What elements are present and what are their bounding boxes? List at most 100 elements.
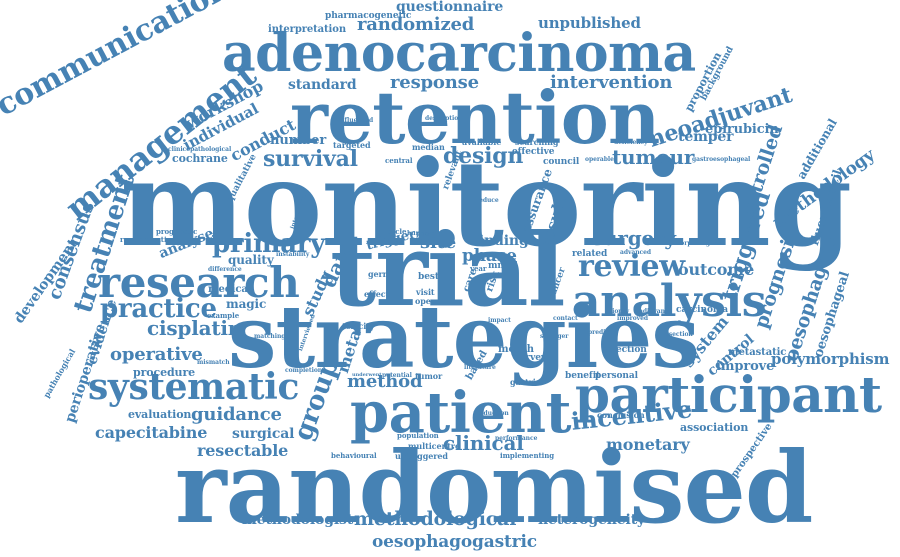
word-personal: personal [595,371,638,381]
word-guidance: guidance [191,404,282,425]
word-cisplatin: cisplatin [147,316,243,340]
word-completion: completion [285,367,323,374]
word-description: description [425,115,463,122]
word-related: related [572,249,608,259]
word-central: central [385,156,413,165]
word-deficiency: deficiency [614,139,648,146]
word-monetary: monetary [606,435,690,454]
word-multicentre: multicentre [408,441,460,451]
word-improved: improved [617,315,649,322]
word-methodologist: methodologist [242,512,354,528]
word-median: median [412,142,445,152]
word-response: response [390,72,479,93]
word-mismatch: mismatch [197,359,230,366]
word-advanced: advanced [620,249,652,256]
word-effect: effect [364,289,390,299]
word-tumour: tumour [612,145,695,169]
word-pharmacogenetic: pharmacogenetic [325,11,412,21]
word-clinicopathological: clinicopathological [168,146,232,153]
word-oesophagogastric: oesophagogastric [372,532,537,552]
word-trial: trial [330,211,566,329]
word-practice: practice [100,294,217,324]
word-adenocarcinoma: adenocarcinoma [222,23,696,84]
word-magic: magic [226,297,267,311]
word-metastatic: metastatic [728,347,787,358]
word-systematic: systematic [88,366,300,408]
word-toxicity: toxicity [342,321,375,331]
word-operable: operable [585,156,614,163]
word-clinical: clinical [443,431,524,455]
word-visit: visit [416,287,435,297]
word-benefit: benefit [565,371,601,381]
word-human: human [407,230,431,237]
word-survival: survival [263,146,358,172]
word-medical: medical [208,284,252,295]
word-reduce: reduce [476,197,499,204]
word-heterogeneity: heterogeneity [538,512,646,528]
word-randomisation: randomisation [120,235,177,244]
word-month: month [498,344,534,355]
word-targeted: targeted [333,140,371,150]
word-intervention: intervention [550,72,673,93]
word-research: research [98,258,300,307]
word-primary: primary [212,229,326,259]
word-interpretation: interpretation [268,24,346,35]
word-patient: patient [350,380,571,446]
word-monitoring: monitoring [120,134,852,273]
word-available: available [462,137,502,147]
word-best: best [418,272,439,282]
word-randomized: randomized [357,14,475,35]
word-conclusion: conclusion [597,410,645,420]
word-tumor: tumor [415,371,443,381]
word-adjuvant: adjuvant [639,308,668,315]
word-behavioural: behavioural [331,451,377,460]
word-gastric: gastric [510,377,541,387]
word-example: example [207,311,240,320]
word-operative: operative [110,344,203,365]
word-review: review [578,249,685,284]
word-implementing: implementing [500,451,555,460]
word-resection: resection [662,331,693,338]
word-population: population [397,431,439,440]
word-finding: finding [473,233,529,249]
word-capecitabine: capecitabine [95,423,208,442]
word-literature: literature [464,364,496,371]
word-influenced: influenced [338,117,374,124]
word-year: year [470,264,487,273]
word-searching: searching [515,137,559,147]
word-cycle: cycle [387,227,407,236]
word-randomised: randomised [175,431,813,546]
word-number: number [270,133,327,148]
word-matching: matching [254,333,286,340]
word-biopsy: biopsy [608,308,630,315]
word-selection: selection [602,345,647,355]
word-council: council [543,157,580,167]
word-carcinoma: carcinoma [676,305,729,315]
word-questionnaire: questionnaire [396,0,504,15]
word-participant: participant [575,365,882,424]
word-outcome: outcome [678,260,755,279]
word-methodological: methodological [354,508,517,530]
word-prognostic: prognostic [156,227,198,236]
word-analysis: analysis [572,276,767,327]
word-effective: effective [512,147,555,157]
word-performance: performance [495,435,538,442]
word-stronger: stronger [540,333,569,340]
word-morphological: morphological [674,240,722,247]
word-predict: predict [588,329,612,336]
word-procedure: procedure [133,366,196,379]
word-unpublished: unpublished [538,14,641,32]
word-epirubicin: epirubicin [705,122,779,137]
word-untriggered: untriggered [395,451,448,461]
word-surgery: surgery [592,226,676,250]
word-open: open [415,296,437,306]
word-contact: contact [553,315,578,322]
word-germ: germ [368,269,392,279]
word-association: association [680,421,749,434]
word-retention: retention [290,75,660,160]
word-gastroesophageal: gastroesophageal [692,156,751,163]
word-standard: standard [288,77,357,93]
word-induction: induction [477,410,509,417]
word-resectable: resectable [197,441,289,460]
